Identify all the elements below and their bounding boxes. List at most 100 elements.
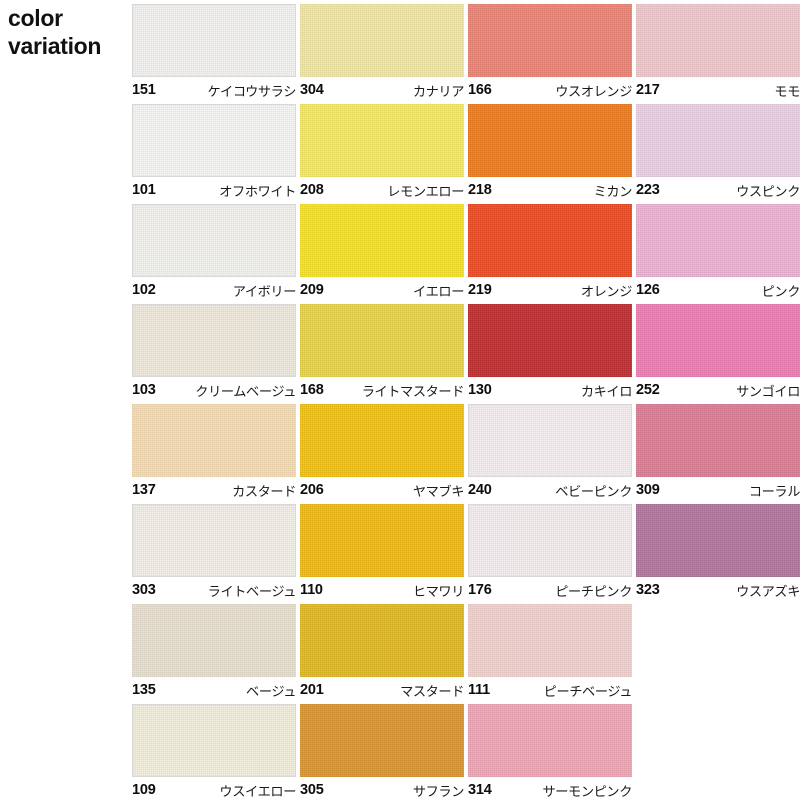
swatch-cell-223[interactable]: 223 ウスピンク xyxy=(636,104,800,204)
swatch-color-chip[interactable] xyxy=(468,304,632,377)
swatch-cell-109[interactable]: 109 ウスイエロー xyxy=(132,704,296,804)
swatch-color-chip[interactable] xyxy=(132,204,296,277)
swatch-cell-323[interactable]: 323 ウスアズキ xyxy=(636,504,800,604)
swatch-color-chip[interactable] xyxy=(132,604,296,677)
swatch-cell-126[interactable]: 126 ピンク xyxy=(636,204,800,304)
swatch-name: コーラル xyxy=(748,483,800,499)
swatch-cell-217[interactable]: 217 モモ xyxy=(636,4,800,104)
swatch-name: オフホワイト xyxy=(219,183,296,199)
swatch-cell-102[interactable]: 102 アイボリー xyxy=(132,204,296,304)
swatch-cell-208[interactable]: 208 レモンエロー xyxy=(300,104,464,204)
swatch-caption: 166 ウスオレンジ xyxy=(468,79,632,101)
swatch-color-chip[interactable] xyxy=(132,104,296,177)
swatch-color-chip[interactable] xyxy=(300,404,464,477)
swatch-cell-168[interactable]: 168 ライトマスタード xyxy=(300,304,464,404)
swatch-cell-305[interactable]: 305 サフラン xyxy=(300,704,464,804)
swatch-caption: 109 ウスイエロー xyxy=(132,779,296,801)
swatch-caption: 201 マスタード xyxy=(300,679,464,701)
swatch-caption: 208 レモンエロー xyxy=(300,179,464,201)
swatch-color-chip[interactable] xyxy=(468,604,632,677)
swatch-code: 219 xyxy=(468,282,492,298)
swatch-cell-130[interactable]: 130 カキイロ xyxy=(468,304,632,404)
swatch-name: サフラン xyxy=(412,783,465,799)
page-title: color variation xyxy=(8,4,128,60)
swatch-color-chip[interactable] xyxy=(636,204,800,277)
swatch-cell-111[interactable]: 111 ピーチベージュ xyxy=(468,604,632,704)
swatch-cell-166[interactable]: 166 ウスオレンジ xyxy=(468,4,632,104)
swatch-name: ベージュ xyxy=(246,683,296,699)
swatch-cell-303[interactable]: 303 ライトベージュ xyxy=(132,504,296,604)
swatch-cell-309[interactable]: 309 コーラル xyxy=(636,404,800,504)
swatch-caption: 176 ピーチピンク xyxy=(468,579,632,601)
swatch-caption: 103 クリームベージュ xyxy=(132,379,296,401)
swatch-color-chip[interactable] xyxy=(468,104,632,177)
swatch-color-chip[interactable] xyxy=(636,304,800,377)
swatch-color-chip[interactable] xyxy=(132,404,296,477)
swatch-color-chip[interactable] xyxy=(300,304,464,377)
swatch-color-chip[interactable] xyxy=(300,4,464,77)
swatch-code: 209 xyxy=(300,282,324,298)
swatch-code: 323 xyxy=(636,582,660,598)
swatch-name: レモンエロー xyxy=(387,183,464,199)
swatch-code: 135 xyxy=(132,682,156,698)
swatch-cell-103[interactable]: 103 クリームベージュ xyxy=(132,304,296,404)
swatch-code: 217 xyxy=(636,82,660,98)
swatch-cell-240[interactable]: 240 ベビーピンク xyxy=(468,404,632,504)
swatch-code: 206 xyxy=(300,482,324,498)
swatch-cell-101[interactable]: 101 オフホワイト xyxy=(132,104,296,204)
swatch-cell-110[interactable]: 110 ヒマワリ xyxy=(300,504,464,604)
swatch-color-chip[interactable] xyxy=(636,404,800,477)
swatch-color-chip[interactable] xyxy=(132,304,296,377)
swatch-color-chip[interactable] xyxy=(132,4,296,77)
swatch-caption: 102 アイボリー xyxy=(132,279,296,301)
swatch-color-chip[interactable] xyxy=(468,504,632,577)
swatch-cell-176[interactable]: 176 ピーチピンク xyxy=(468,504,632,604)
swatch-caption: 303 ライトベージュ xyxy=(132,579,296,601)
swatch-name: カスタード xyxy=(232,483,296,499)
swatch-caption: 219 オレンジ xyxy=(468,279,632,301)
swatch-name: ウスピンク xyxy=(736,183,800,199)
swatch-name: オレンジ xyxy=(580,283,633,299)
swatch-cell-201[interactable]: 201 マスタード xyxy=(300,604,464,704)
swatch-color-chip[interactable] xyxy=(468,4,632,77)
swatch-code: 176 xyxy=(468,582,492,598)
swatch-code: 101 xyxy=(132,182,156,198)
swatch-color-chip[interactable] xyxy=(132,504,296,577)
swatch-color-chip[interactable] xyxy=(300,704,464,777)
swatch-caption: 223 ウスピンク xyxy=(636,179,800,201)
swatch-code: 151 xyxy=(132,82,156,98)
swatch-cell-209[interactable]: 209 イエロー xyxy=(300,204,464,304)
swatch-color-chip[interactable] xyxy=(468,204,632,277)
swatch-color-chip[interactable] xyxy=(300,504,464,577)
swatch-color-chip[interactable] xyxy=(636,504,800,577)
swatch-code: 240 xyxy=(468,482,492,498)
swatch-cell-304[interactable]: 304 カナリア xyxy=(300,4,464,104)
swatch-cell-252[interactable]: 252 サンゴイロ xyxy=(636,304,800,404)
swatch-color-chip[interactable] xyxy=(300,604,464,677)
swatch-caption: 309 コーラル xyxy=(636,479,800,501)
swatch-color-chip[interactable] xyxy=(300,104,464,177)
swatch-color-chip[interactable] xyxy=(636,104,800,177)
swatch-color-chip[interactable] xyxy=(636,4,800,77)
swatch-color-chip[interactable] xyxy=(132,704,296,777)
page-title-line-1: color xyxy=(8,5,63,31)
swatch-caption: 217 モモ xyxy=(636,79,800,101)
swatch-cell-151[interactable]: 151 ケイコウサラシ xyxy=(132,4,296,104)
swatch-color-chip[interactable] xyxy=(468,704,632,777)
swatch-cell-206[interactable]: 206 ヤマブキ xyxy=(300,404,464,504)
swatch-cell-219[interactable]: 219 オレンジ xyxy=(468,204,632,304)
swatch-code: 166 xyxy=(468,82,492,98)
swatch-color-chip[interactable] xyxy=(300,204,464,277)
swatch-color-chip[interactable] xyxy=(468,404,632,477)
swatch-name: サーモンピンク xyxy=(542,783,632,799)
swatch-code: 305 xyxy=(300,782,324,798)
swatch-caption: 151 ケイコウサラシ xyxy=(132,79,296,101)
swatch-cell-137[interactable]: 137 カスタード xyxy=(132,404,296,504)
swatch-caption: 206 ヤマブキ xyxy=(300,479,464,501)
swatch-cell-218[interactable]: 218 ミカン xyxy=(468,104,632,204)
swatch-grid: 151 ケイコウサラシ 304 カナリア 166 ウスオレンジ 217 モモ 101 オフホワイト… xyxy=(132,4,800,804)
swatch-cell-135[interactable]: 135 ベージュ xyxy=(132,604,296,704)
swatch-caption: 323 ウスアズキ xyxy=(636,579,800,601)
swatch-cell-314[interactable]: 314 サーモンピンク xyxy=(468,704,632,804)
swatch-caption: 137 カスタード xyxy=(132,479,296,501)
